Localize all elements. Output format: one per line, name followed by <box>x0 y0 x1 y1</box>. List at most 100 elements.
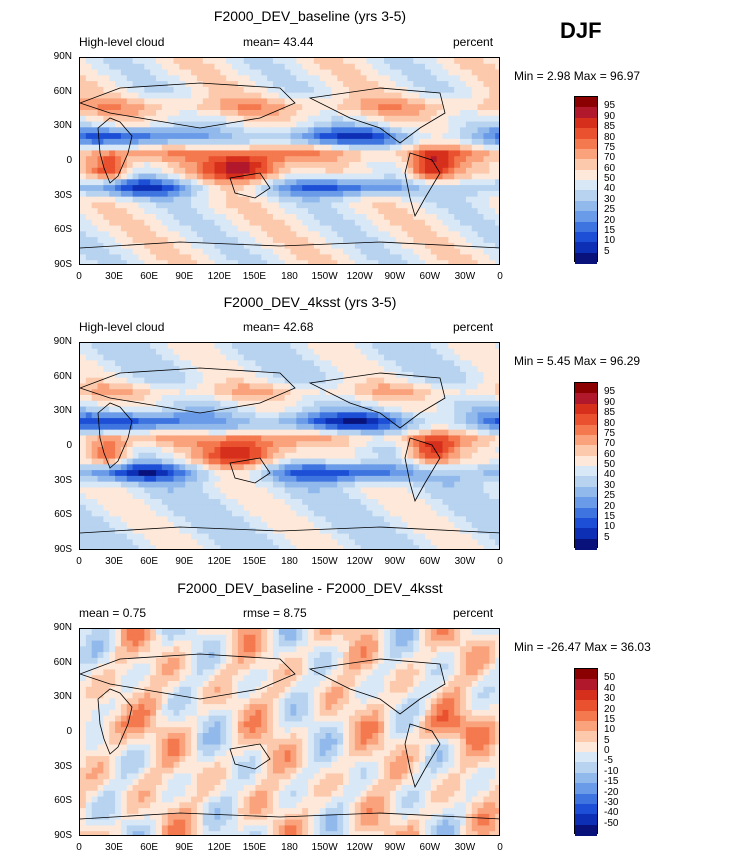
field-cell <box>331 86 338 94</box>
field-cell <box>91 377 99 384</box>
field-cell <box>308 179 315 186</box>
field-cell <box>144 516 151 523</box>
field-cell <box>249 248 256 255</box>
field-cell <box>389 133 397 140</box>
field-cell <box>302 377 309 384</box>
field-cell <box>372 138 379 146</box>
field-cell <box>85 69 93 76</box>
field-cell <box>249 377 256 384</box>
field-cell <box>144 383 151 390</box>
field-cell <box>185 418 192 425</box>
field-cell <box>249 231 256 238</box>
field-cell <box>202 150 210 157</box>
field-cell <box>308 464 315 471</box>
field-cell <box>103 429 110 436</box>
field-cell <box>132 150 139 157</box>
field-cell <box>384 162 391 169</box>
field-cell <box>202 343 210 350</box>
field-cell <box>272 254 280 261</box>
field-cell <box>460 121 467 128</box>
field-cell <box>313 441 321 448</box>
field-cell <box>290 190 297 198</box>
field-cell <box>150 504 157 512</box>
field-cell <box>191 481 198 488</box>
field-cell <box>261 127 268 134</box>
field-cell <box>132 63 139 71</box>
field-cell <box>202 214 210 221</box>
field-cell <box>477 499 484 506</box>
field-cell <box>419 487 426 494</box>
field-cell <box>495 481 499 488</box>
field-cell <box>389 179 397 186</box>
field-cell <box>343 354 350 361</box>
field-cell <box>419 343 426 350</box>
field-cell <box>436 470 444 477</box>
field-cell <box>290 493 297 500</box>
field-cell <box>85 510 93 517</box>
field-cell <box>179 58 186 65</box>
field-cell <box>267 156 274 163</box>
field-cell <box>120 237 128 244</box>
field-cell <box>360 429 368 436</box>
field-cell <box>378 348 385 356</box>
field-cell <box>109 348 116 356</box>
field-cell <box>489 110 496 117</box>
field-cell <box>477 86 484 94</box>
field-cell <box>436 202 444 209</box>
field-cell <box>179 115 186 123</box>
field-cell <box>120 202 128 209</box>
field-cell <box>343 219 350 227</box>
field-cell <box>290 121 297 128</box>
field-cell <box>465 481 473 488</box>
field-cell <box>232 156 239 163</box>
field-cell <box>465 435 473 442</box>
field-cell <box>255 412 262 419</box>
field-cell <box>214 504 221 512</box>
field-cell <box>407 58 414 65</box>
field-cell <box>91 400 99 408</box>
field-cell <box>85 412 93 419</box>
field-cell <box>156 377 163 384</box>
field-cell <box>196 377 204 384</box>
field-cell <box>308 475 315 483</box>
field-cell <box>337 254 344 261</box>
field-cell <box>407 237 414 244</box>
field-cell <box>395 348 403 356</box>
field-cell <box>319 481 327 488</box>
field-cell <box>208 115 215 123</box>
field-cell <box>454 522 461 529</box>
field-cell <box>243 499 251 506</box>
field-cell <box>442 481 449 488</box>
field-cell <box>103 237 110 244</box>
field-cell <box>284 81 291 88</box>
field-cell <box>302 202 309 209</box>
field-cell <box>109 98 116 105</box>
field-cell <box>419 447 426 454</box>
field-cell <box>454 208 461 215</box>
field-cell <box>296 86 303 94</box>
field-cell <box>138 452 145 460</box>
field-cell <box>208 81 215 88</box>
field-cell <box>232 58 239 65</box>
field-cell <box>331 366 338 373</box>
field-cell <box>243 435 251 442</box>
field-cell <box>460 510 467 517</box>
field-cell <box>313 104 321 111</box>
field-cell <box>290 464 297 471</box>
field-cell <box>296 92 303 99</box>
field-cell <box>343 127 350 134</box>
field-cell <box>413 400 420 408</box>
field-cell <box>278 429 286 436</box>
field-cell <box>460 360 467 367</box>
field-cell <box>337 371 344 379</box>
field-cell <box>185 81 192 88</box>
field-cell <box>448 254 455 261</box>
field-cell <box>442 429 449 436</box>
field-cell <box>489 254 496 261</box>
field-cell <box>161 354 169 361</box>
field-cell <box>313 173 321 180</box>
field-cell <box>448 242 455 250</box>
colorbar-label: 75 <box>604 141 616 153</box>
field-cell <box>232 81 239 88</box>
field-cell <box>237 104 245 111</box>
